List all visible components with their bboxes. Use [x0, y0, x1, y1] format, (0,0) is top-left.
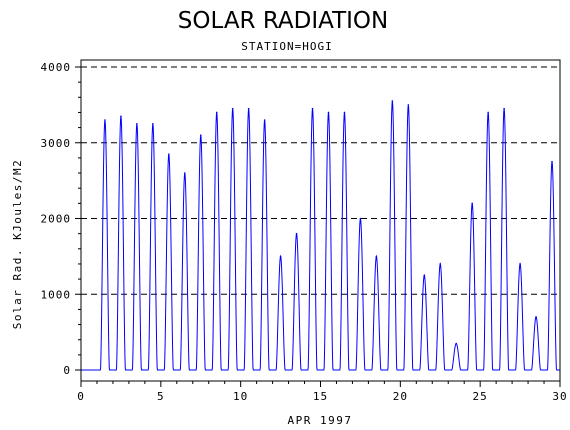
peak-point [519, 263, 521, 265]
peak-point [215, 111, 218, 114]
y-axis-label: Solar Rad. KJoules/M2 [11, 159, 24, 330]
peak-point [263, 119, 266, 121]
x-tick-label: 30 [552, 390, 567, 403]
x-tick-label: 20 [393, 390, 408, 403]
y-tick-label: 0 [63, 364, 71, 377]
peak-point [120, 115, 122, 118]
peak-point [295, 232, 298, 235]
peak-point [375, 255, 378, 258]
peak-point [471, 202, 473, 205]
peak-point [104, 119, 106, 121]
peak-point [343, 111, 346, 114]
peak-point [247, 107, 250, 110]
peak-point [407, 104, 410, 106]
y-tick-label: 1000 [41, 288, 72, 301]
peak-point [183, 172, 186, 174]
x-tick-label: 10 [233, 390, 248, 403]
peak-point [551, 160, 553, 163]
x-tick-label: 25 [473, 390, 488, 403]
x-axis: 0 5 10 15 20 25 30 [77, 381, 567, 403]
peak-point [136, 123, 138, 125]
grid-lines [81, 66, 560, 295]
peak-point [391, 100, 394, 102]
series-line [81, 101, 560, 371]
series-line-group [81, 100, 560, 371]
peak-point [439, 263, 442, 265]
x-tick-label: 0 [77, 390, 85, 403]
y-tick-label: 4000 [41, 61, 72, 74]
x-axis-label: APR 1997 [288, 414, 353, 427]
peak-point [327, 111, 330, 114]
plot-frame [80, 59, 561, 382]
peak-point [199, 134, 202, 136]
peak-point [487, 111, 489, 114]
peak-point [152, 123, 154, 125]
peak-point [311, 107, 314, 110]
peak-point [423, 274, 426, 277]
peak-point [359, 217, 362, 220]
peak-point [279, 255, 282, 258]
y-tick-label: 2000 [41, 213, 72, 226]
peak-point [231, 107, 234, 110]
chart-subtitle: STATION=HOGI [241, 40, 332, 53]
x-tick-label: 15 [313, 390, 328, 403]
peak-point [168, 153, 170, 155]
peak-point [455, 342, 458, 345]
y-tick-label: 3000 [41, 137, 72, 150]
y-axis: 0 1000 2000 3000 4000 [41, 61, 81, 377]
chart-title: SOLAR RADIATION [178, 8, 388, 34]
peak-point [503, 107, 505, 110]
peak-point [535, 316, 537, 318]
x-tick-label: 5 [157, 390, 165, 403]
